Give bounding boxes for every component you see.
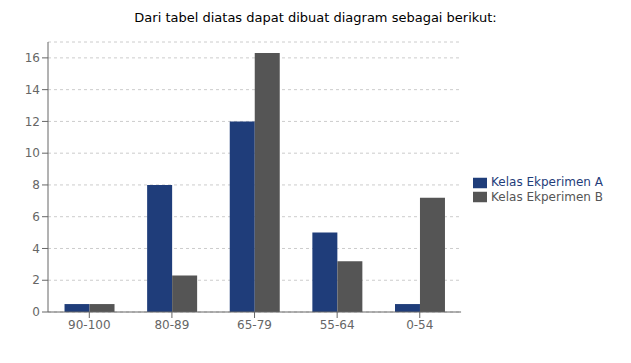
svg-text:4: 4 xyxy=(32,242,40,256)
svg-text:55-64: 55-64 xyxy=(320,318,355,332)
svg-text:6: 6 xyxy=(32,210,40,224)
svg-text:0: 0 xyxy=(32,305,40,319)
svg-text:0-54: 0-54 xyxy=(406,318,433,332)
html-text:Dari tabel diatas dapat dibuat: Dari tabel diatas dapat dibuat diagram s… xyxy=(134,10,497,25)
svg-text:12: 12 xyxy=(25,115,40,129)
svg-text:80-89: 80-89 xyxy=(154,318,189,332)
svg-text:10: 10 xyxy=(25,146,40,160)
html-text:Kelas Ekperimen A: Kelas Ekperimen A xyxy=(491,175,603,189)
svg-text:8: 8 xyxy=(32,178,40,192)
svg-text:14: 14 xyxy=(25,83,40,97)
svg-text:2: 2 xyxy=(32,273,40,287)
svg-text:65-79: 65-79 xyxy=(237,318,272,332)
svg-text:16: 16 xyxy=(25,51,40,65)
html-text:Kelas Ekperimen B: Kelas Ekperimen B xyxy=(491,189,603,204)
svg-text:90-100: 90-100 xyxy=(68,318,111,332)
